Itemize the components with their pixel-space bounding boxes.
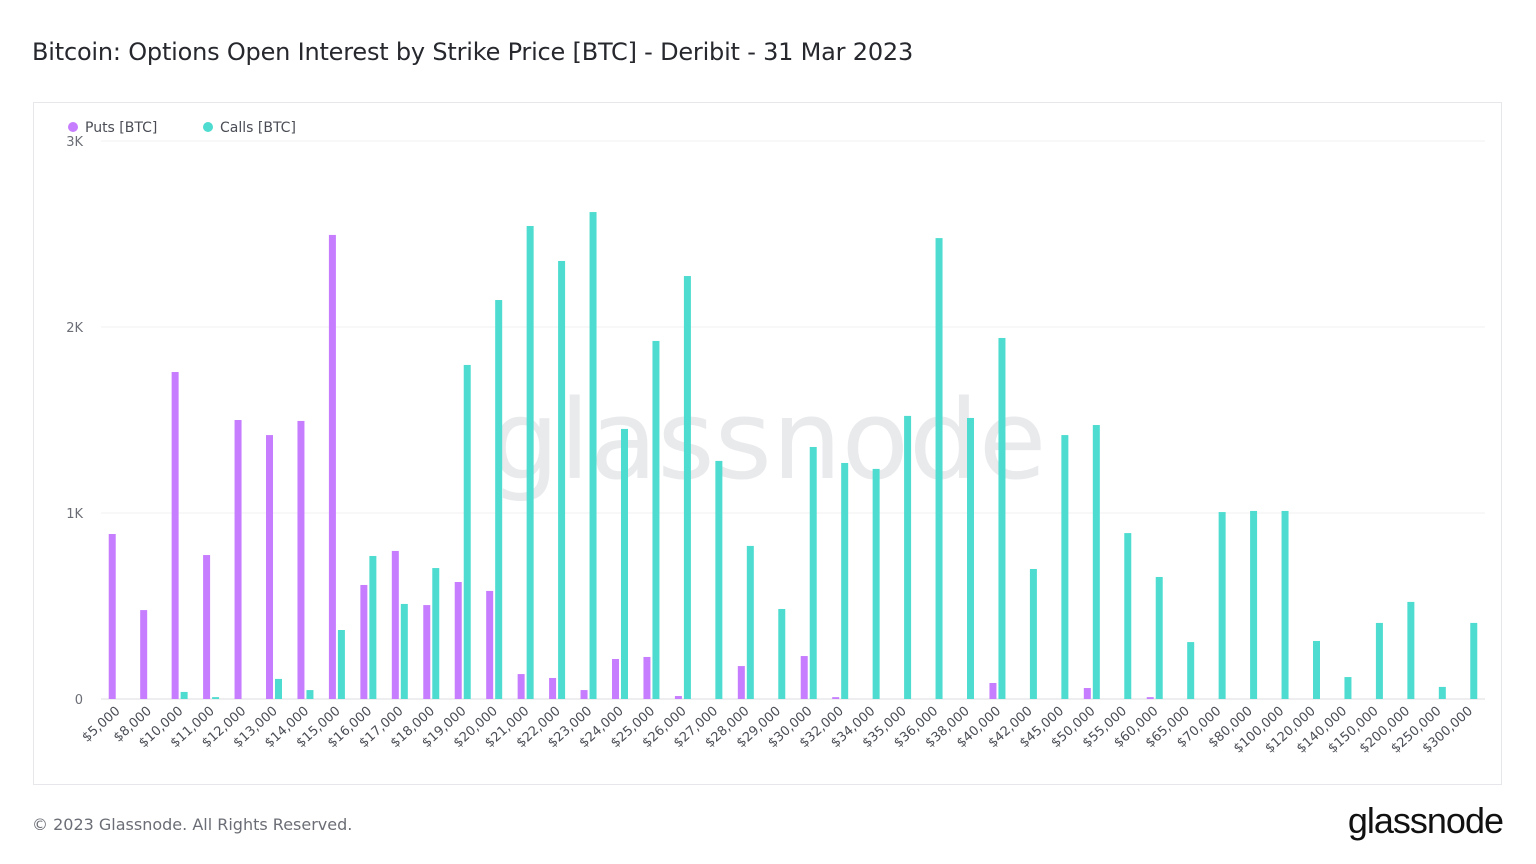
calls-bar [275, 678, 282, 699]
puts-bar [517, 674, 525, 699]
y-tick-label: 2K [66, 321, 83, 336]
calls-bar [904, 415, 912, 699]
puts-bar [737, 666, 745, 699]
calls-bar [998, 337, 1006, 699]
calls-bar [621, 428, 628, 699]
calls-bar [683, 276, 691, 699]
calls-bar [306, 690, 314, 699]
calls-bar [558, 260, 566, 699]
calls-bar [400, 603, 408, 699]
puts-bar [674, 696, 682, 699]
calls-bar [1470, 622, 1478, 699]
chart-title: Bitcoin: Options Open Interest by Strike… [32, 38, 914, 66]
calls-bar [1029, 568, 1037, 699]
calls-bar [463, 364, 471, 699]
copyright-footer: © 2023 Glassnode. All Rights Reserved. [32, 815, 353, 834]
puts-bar [549, 677, 557, 699]
calls-bar [652, 340, 660, 699]
y-tick-label: 3K [66, 135, 83, 150]
calls-bar [1375, 622, 1383, 699]
legend-marker [68, 122, 78, 132]
puts-bar [989, 683, 997, 699]
calls-bar [1061, 435, 1069, 699]
calls-bar [1250, 510, 1258, 699]
calls-bar [1187, 642, 1195, 699]
puts-bar [203, 555, 211, 699]
calls-bar [841, 462, 849, 699]
calls-bar [495, 300, 503, 699]
calls-bar [369, 555, 377, 699]
puts-bar [832, 697, 840, 699]
puts-bar [1146, 697, 1154, 699]
calls-bar [1155, 576, 1163, 699]
chart-panel [33, 102, 1502, 785]
calls-bar [746, 545, 754, 699]
puts-bar [1083, 688, 1091, 699]
puts-bar [423, 605, 431, 699]
glassnode-logo: glassnode [1347, 800, 1504, 841]
calls-bar [432, 568, 440, 699]
calls-bar [809, 446, 817, 699]
calls-bar [1218, 512, 1226, 699]
calls-bar [337, 629, 345, 699]
calls-bar [1313, 640, 1320, 699]
puts-bar [486, 590, 494, 699]
calls-bar [935, 238, 943, 700]
puts-bar [360, 584, 368, 699]
puts-bar [140, 610, 148, 699]
calls-bar [180, 691, 188, 699]
puts-bar [108, 534, 116, 699]
calls-bar [872, 468, 880, 699]
puts-bar [800, 656, 808, 699]
calls-bar [212, 697, 220, 699]
calls-bar [1407, 601, 1415, 699]
calls-bar [967, 417, 974, 699]
calls-bar [1281, 510, 1289, 699]
calls-bar [715, 460, 723, 699]
calls-bar [526, 226, 534, 699]
puts-bar [171, 372, 179, 699]
puts-bar [297, 420, 305, 699]
calls-bar [778, 608, 786, 699]
puts-bar [612, 659, 619, 699]
puts-bar [266, 435, 273, 699]
calls-bar [589, 212, 597, 699]
watermark: glassnode [490, 376, 1047, 504]
calls-bar [1438, 686, 1446, 699]
calls-bar [1344, 677, 1352, 699]
legend-label: Calls [BTC] [220, 120, 296, 136]
puts-bar [643, 656, 651, 699]
legend-marker [203, 122, 213, 132]
y-tick-label: 0 [75, 693, 83, 708]
y-tick-label: 1K [66, 507, 83, 522]
puts-bar [391, 550, 399, 699]
puts-bar [580, 690, 588, 699]
puts-bar [328, 234, 336, 699]
puts-bar [454, 582, 462, 699]
legend-label: Puts [BTC] [85, 120, 157, 136]
calls-bar [1092, 425, 1100, 699]
puts-bar [234, 420, 242, 699]
calls-bar [1124, 533, 1132, 699]
